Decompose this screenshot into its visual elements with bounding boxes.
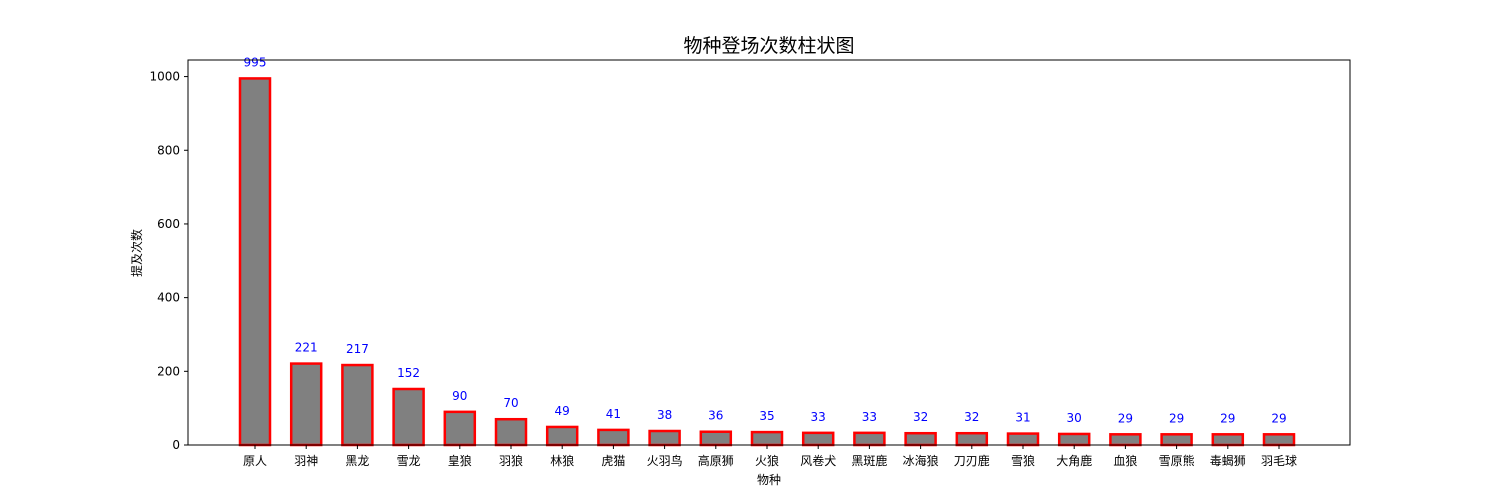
bar-羽狼 bbox=[494, 417, 528, 447]
bar-雪龙 bbox=[392, 387, 425, 447]
x-tick-label: 原人 bbox=[243, 454, 267, 468]
data-label: 29 bbox=[1271, 411, 1286, 425]
x-tick-label: 林狼 bbox=[550, 453, 574, 468]
x-tick-label: 羽毛球 bbox=[1261, 454, 1297, 468]
bar-大角鹿 bbox=[1057, 432, 1091, 447]
bar-黑斑鹿 bbox=[853, 431, 886, 447]
y-tick-label: 0 bbox=[172, 438, 180, 452]
x-axis: 原人 羽神 黑龙 雪龙 皇狼 羽狼 林狼 虎猫 火羽鸟 高原狮 火狼 风卷犬 黑斑鹿 冰海狼 刀刃鹿 雪狼 大角… bbox=[243, 445, 1297, 468]
y-tick-label: 600 bbox=[157, 217, 180, 231]
bar-原人 bbox=[238, 77, 272, 447]
data-label: 30 bbox=[1067, 411, 1082, 425]
bar-黑龙 bbox=[341, 363, 374, 447]
bar-风卷犬 bbox=[801, 431, 835, 447]
bar-羽神 bbox=[289, 362, 323, 447]
data-label: 29 bbox=[1118, 411, 1133, 425]
bar-毒蝎狮 bbox=[1211, 433, 1245, 447]
data-label: 152 bbox=[397, 366, 420, 380]
bar-羽毛球 bbox=[1262, 433, 1296, 447]
plot-frame bbox=[187, 59, 1351, 446]
data-label: 995 bbox=[244, 55, 267, 69]
bar-林狼 bbox=[545, 425, 579, 447]
bar-火羽鸟 bbox=[648, 429, 681, 447]
x-tick-label: 雪原熊 bbox=[1159, 453, 1195, 468]
data-label: 90 bbox=[452, 389, 467, 403]
data-label: 70 bbox=[503, 396, 518, 410]
y-axis-title: 提及次数 bbox=[129, 229, 144, 277]
x-tick-label: 高原狮 bbox=[698, 453, 734, 468]
x-tick-label: 羽狼 bbox=[499, 453, 523, 468]
data-label: 217 bbox=[346, 342, 369, 356]
bars-layer: 995 221 217 152 90 70 49 41 38 36 35 33 33 32 32 31 30 29… bbox=[238, 55, 1296, 447]
x-tick-label: 风卷犬 bbox=[800, 453, 836, 468]
bar-火狼 bbox=[750, 430, 784, 447]
data-label: 29 bbox=[1220, 411, 1235, 425]
x-tick-label: 大角鹿 bbox=[1056, 453, 1092, 468]
x-tick-label: 黑龙 bbox=[345, 454, 369, 468]
x-tick-label: 皇狼 bbox=[448, 453, 472, 468]
x-tick-label: 火狼 bbox=[755, 453, 779, 468]
data-label: 32 bbox=[964, 410, 979, 424]
x-tick-label: 冰海狼 bbox=[903, 453, 939, 468]
x-tick-label: 火羽鸟 bbox=[647, 453, 683, 468]
data-label: 38 bbox=[657, 408, 672, 422]
bar-虎猫 bbox=[597, 428, 630, 447]
data-label: 41 bbox=[606, 407, 621, 421]
bar-冰海狼 bbox=[904, 431, 937, 447]
data-label: 221 bbox=[295, 341, 318, 355]
x-tick-label: 毒蝎狮 bbox=[1210, 454, 1246, 468]
y-tick-label: 1000 bbox=[149, 70, 180, 84]
y-axis: 0 200 400 600 800 1000 bbox=[149, 70, 188, 452]
data-label: 31 bbox=[1015, 411, 1030, 425]
chart-title: 物种登场次数柱状图 bbox=[683, 35, 854, 57]
data-label: 36 bbox=[708, 409, 723, 423]
bar-刀刃鹿 bbox=[955, 431, 989, 447]
data-label: 35 bbox=[759, 409, 774, 423]
data-label: 32 bbox=[913, 410, 928, 424]
data-label: 33 bbox=[862, 410, 877, 424]
x-tick-label: 雪龙 bbox=[397, 454, 421, 468]
x-tick-label: 刀刃鹿 bbox=[954, 453, 990, 468]
y-tick-label: 800 bbox=[157, 143, 180, 157]
bar-雪狼 bbox=[1006, 432, 1040, 447]
x-tick-label: 雪狼 bbox=[1011, 453, 1035, 468]
y-tick-label: 200 bbox=[157, 364, 180, 378]
data-label: 33 bbox=[811, 410, 826, 424]
x-axis-title: 物种 bbox=[757, 473, 781, 487]
x-tick-label: 血狼 bbox=[1113, 453, 1137, 468]
y-tick-label: 400 bbox=[157, 291, 180, 305]
data-label: 49 bbox=[555, 404, 570, 418]
data-label: 29 bbox=[1169, 411, 1184, 425]
bar-皇狼 bbox=[443, 410, 477, 447]
x-tick-label: 羽神 bbox=[294, 454, 318, 468]
x-tick-label: 虎猫 bbox=[601, 454, 625, 468]
x-tick-label: 黑斑鹿 bbox=[851, 453, 887, 468]
bar-雪原熊 bbox=[1160, 433, 1193, 447]
bar-血狼 bbox=[1109, 433, 1142, 447]
bar-高原狮 bbox=[699, 430, 733, 447]
